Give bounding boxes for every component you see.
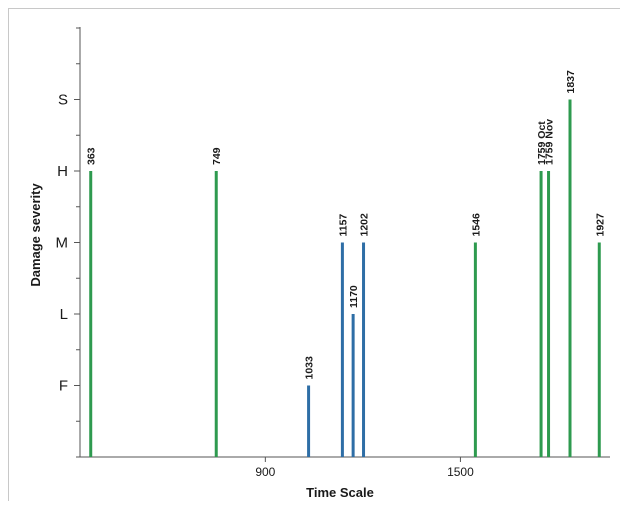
- bar-label-1759-nov: 1759 Nov: [544, 119, 556, 165]
- bar-label-1927: 1927: [594, 213, 606, 237]
- y-tick-label-F: F: [59, 378, 68, 395]
- y-tick-label-H: H: [57, 163, 68, 180]
- x-ticks: 900 1500: [255, 457, 474, 479]
- bar-label-749: 749: [211, 147, 223, 165]
- x-axis-title: Time Scale: [306, 485, 374, 500]
- bar-label-1759-oct: 1759 Oct: [536, 121, 548, 165]
- y-ticks: F L M H S: [56, 27, 80, 458]
- x-tick-label-1500: 1500: [447, 465, 474, 479]
- axes: [79, 27, 610, 458]
- y-tick-label-S: S: [58, 92, 68, 109]
- y-axis-title: Damage severity: [28, 183, 43, 287]
- chart-frame: [8, 8, 620, 501]
- y-tick-label-L: L: [60, 306, 68, 323]
- bar-label-1157: 1157: [337, 214, 349, 237]
- bar-label-1546: 1546: [470, 213, 482, 237]
- y-tick-label-M: M: [56, 235, 69, 252]
- bar-label-1170: 1170: [348, 285, 360, 308]
- bar-label-1202: 1202: [359, 213, 371, 237]
- bar-label-1033: 1033: [304, 356, 316, 380]
- bar-label-1837: 1837: [565, 70, 577, 94]
- bars: [89, 99, 601, 457]
- x-tick-label-900: 900: [255, 465, 275, 479]
- bar-label-363: 363: [86, 147, 98, 165]
